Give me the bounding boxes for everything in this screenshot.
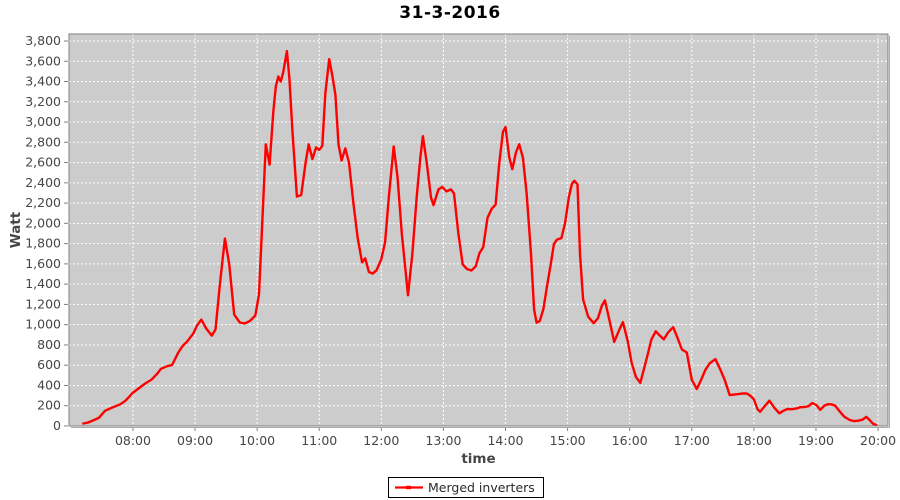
y-tick-label: 3,800 [25, 33, 61, 48]
y-tick-label: 0 [53, 418, 61, 433]
y-tick-label: 1,400 [25, 276, 61, 291]
legend-point-mark [406, 485, 411, 490]
x-tick-label: 19:00 [798, 433, 834, 448]
x-tick-label: 10:00 [239, 433, 275, 448]
x-tick-label: 08:00 [115, 433, 151, 448]
chart-title: 31-3-2016 [399, 3, 501, 23]
x-tick-label: 11:00 [301, 433, 337, 448]
y-tick-label: 2,200 [25, 195, 61, 210]
y-tick-label: 3,400 [25, 74, 61, 89]
y-axis-label: Watt [8, 211, 24, 249]
y-tick-label: 3,000 [25, 114, 61, 129]
x-tick-label: 15:00 [550, 433, 586, 448]
x-tick-label: 17:00 [674, 433, 710, 448]
y-tick-label: 1,800 [25, 236, 61, 251]
y-tick-label: 200 [37, 398, 61, 413]
y-tick-label: 1,600 [25, 256, 61, 271]
x-tick-label: 18:00 [736, 433, 772, 448]
plot-background [69, 34, 888, 426]
legend: Merged inverters [388, 477, 544, 498]
series-line-merged-inverters [82, 49, 878, 427]
y-tick-label: 800 [37, 337, 61, 352]
x-tick-label: 20:00 [860, 433, 896, 448]
y-tick-label: 2,400 [25, 175, 61, 190]
y-tick-label: 1,200 [25, 296, 61, 311]
legend-label: Merged inverters [428, 480, 535, 495]
legend-line-icon [395, 485, 423, 490]
y-tick-label: 2,600 [25, 155, 61, 170]
y-tick-label: 2,000 [25, 215, 61, 230]
plot-border [68, 33, 889, 427]
x-tick-label: 14:00 [487, 433, 523, 448]
y-tick-label: 400 [37, 377, 61, 392]
y-tick-label: 2,800 [25, 134, 61, 149]
y-tick-label: 3,600 [25, 53, 61, 68]
x-axis-label: time [461, 451, 496, 467]
x-tick-label: 12:00 [363, 433, 399, 448]
x-tick-label: 13:00 [425, 433, 461, 448]
x-tick-label: 09:00 [177, 433, 213, 448]
x-tick-label: 16:00 [612, 433, 648, 448]
y-tick-label: 600 [37, 357, 61, 372]
y-tick-label: 1,000 [25, 317, 61, 332]
y-tick-label: 3,200 [25, 94, 61, 109]
